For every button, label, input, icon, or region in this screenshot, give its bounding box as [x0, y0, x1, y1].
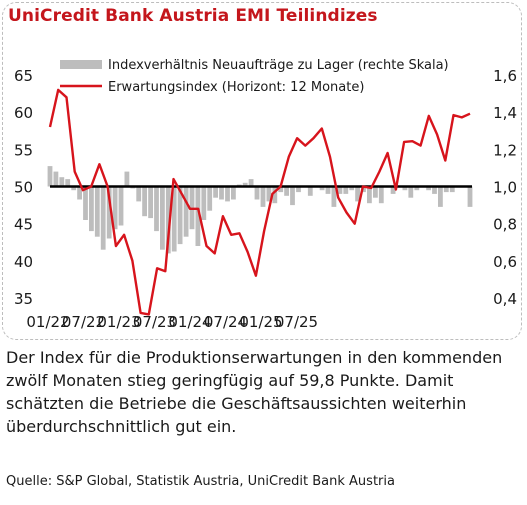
right-tick-label: 1,6 — [493, 67, 517, 85]
bar — [213, 186, 218, 198]
bar — [373, 186, 378, 198]
x-tick-label: 01/25 — [239, 313, 282, 331]
bar — [443, 186, 449, 193]
bar — [94, 186, 100, 237]
bar — [325, 186, 331, 194]
right-tick-label: 1,4 — [493, 104, 517, 122]
source-note: Quelle: S&P Global, Statistik Austria, U… — [6, 474, 395, 489]
bar — [154, 186, 159, 232]
bar — [112, 186, 118, 230]
bar — [260, 186, 266, 207]
bar — [148, 186, 153, 219]
bar — [118, 186, 124, 226]
right-tick-label: 0,8 — [493, 216, 517, 234]
bar — [432, 186, 437, 194]
bar — [171, 186, 177, 252]
bar — [71, 186, 77, 191]
right-tick-label: 0,4 — [493, 290, 517, 308]
bar — [47, 166, 53, 187]
bar — [278, 186, 284, 193]
bar — [124, 171, 130, 187]
bar — [343, 186, 349, 194]
bar — [254, 186, 260, 200]
bar — [319, 186, 325, 191]
bar — [290, 186, 295, 206]
legend-label-line: Erwartungsindex (Horizont: 12 Monate) — [108, 80, 364, 95]
left-tick-label: 65 — [14, 67, 33, 85]
bar — [337, 186, 343, 194]
chart-frame — [2, 2, 522, 340]
bar — [106, 186, 112, 239]
bar — [284, 186, 289, 196]
bar — [242, 182, 248, 187]
bar — [248, 179, 254, 187]
x-tick-label: 07/23 — [133, 313, 176, 331]
right-axis-ticks: 0,4 0,6 0,8 1,0 1,2 1,4 1,6 — [493, 67, 517, 308]
expectation-line — [48, 88, 471, 316]
left-axis-ticks: 35 40 45 50 55 60 65 — [14, 67, 33, 308]
bar — [231, 186, 236, 200]
bar — [53, 171, 59, 187]
caption-text: Der Index für die Produktionserwartungen… — [6, 348, 503, 436]
legend: Indexverhältnis Neuaufträge zu Lager (re… — [60, 58, 449, 95]
bar — [331, 186, 337, 207]
left-tick-label: 55 — [14, 141, 33, 159]
bar — [201, 186, 207, 220]
bar — [390, 186, 396, 194]
bar — [414, 186, 420, 191]
legend-swatch-bars — [60, 60, 102, 69]
bar — [378, 186, 384, 204]
bar — [355, 186, 360, 202]
bar — [467, 186, 473, 207]
bar — [426, 186, 431, 191]
bar — [438, 186, 443, 207]
left-tick-label: 35 — [14, 290, 33, 308]
bar — [225, 186, 230, 202]
right-tick-label: 1,2 — [493, 141, 517, 159]
bar — [408, 186, 414, 198]
bar — [83, 186, 88, 220]
bar — [136, 186, 142, 202]
bar — [272, 186, 278, 204]
legend-label-bars: Indexverhältnis Neuaufträge zu Lager (re… — [108, 58, 449, 73]
bar — [349, 186, 355, 191]
bar — [165, 186, 171, 254]
x-tick-label: 07/24 — [204, 313, 247, 331]
bar — [160, 186, 165, 250]
bar — [195, 186, 201, 246]
x-tick-label: 01/23 — [97, 313, 140, 331]
bar — [266, 186, 272, 202]
bar — [77, 186, 82, 200]
bar — [142, 186, 147, 217]
left-tick-label: 60 — [14, 104, 33, 122]
bar — [59, 177, 65, 187]
x-tick-label: 07/22 — [62, 313, 105, 331]
x-tick-label: 01/24 — [168, 313, 211, 331]
bar — [207, 186, 213, 211]
bar — [183, 186, 189, 237]
bar — [177, 186, 183, 245]
bar — [100, 186, 106, 250]
bar — [367, 186, 372, 204]
bar — [449, 186, 455, 193]
right-tick-label: 0,6 — [493, 253, 517, 271]
bar — [296, 186, 301, 193]
bar — [402, 186, 408, 191]
bar — [89, 186, 94, 232]
chart: 35 40 45 50 55 60 65 0,4 0,6 0,8 1,0 1,2 1,4 1,6 01/… — [14, 58, 517, 331]
bar — [307, 186, 313, 196]
x-tick-label: 01/22 — [26, 313, 69, 331]
left-tick-label: 45 — [14, 216, 33, 234]
bar — [65, 179, 71, 187]
left-tick-label: 50 — [14, 179, 33, 197]
right-tick-label: 1,0 — [493, 179, 517, 197]
chart-title: UniCredit Bank Austria EMI Teilindizes — [8, 6, 378, 26]
left-tick-label: 40 — [14, 253, 33, 271]
x-tick-label: 07/25 — [275, 313, 318, 331]
bar — [219, 186, 224, 200]
